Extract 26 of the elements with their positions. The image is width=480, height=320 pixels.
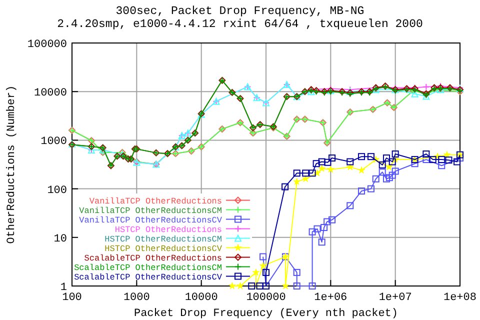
x-tick-label: 1000 <box>123 292 150 304</box>
y-tick-label: 10 <box>54 233 67 246</box>
x-tick-label: 1e+08 <box>443 292 477 304</box>
legend-label: ScalableTCP OtherReductionsCM <box>74 262 222 273</box>
x-tick-label: 1e+06 <box>314 292 348 304</box>
y-tick-label: 10000 <box>34 88 67 100</box>
legend-label: HSTCP OtherReductions <box>114 224 222 235</box>
y-axis-title: OtherReductions (Number) <box>6 85 18 244</box>
legend-label: VanillaTCP OtherReductions <box>89 196 222 206</box>
x-tick-label: 100000 <box>246 292 286 304</box>
legend-label: VanillaTCP OtherReductionsCV <box>79 215 223 226</box>
y-tick-label: 100000 <box>27 39 67 51</box>
chart-subtitle: 2.4.20smp, e1000-4.4.12 rxint 64/64 , txqueuelen 2000 <box>57 18 423 31</box>
y-tick-label: 100 <box>47 184 67 197</box>
y-tick-label: 1000 <box>40 136 67 148</box>
legend-label: VanillaTCP OtherReductionsCM <box>79 206 222 216</box>
legend-label: HSTCP OtherReductionsCM <box>104 234 222 244</box>
x-tick-label: 1e+07 <box>378 292 412 304</box>
x-tick-label: 10000 <box>184 292 218 304</box>
legend-label: ScalableTCP OtherReductionsCV <box>74 272 223 282</box>
x-axis-title: Packet Drop Frequency (Every nth packet) <box>134 308 398 320</box>
chart-title: 300sec, Packet Drop Frequency, MB-NG <box>116 5 364 18</box>
legend-label: HSTCP OtherReductionsCV <box>104 244 223 254</box>
y-tick-label: 1 <box>60 282 68 294</box>
x-tick-label: 100 <box>62 292 82 304</box>
legend-label: ScalableTCP OtherReductions <box>84 253 222 264</box>
